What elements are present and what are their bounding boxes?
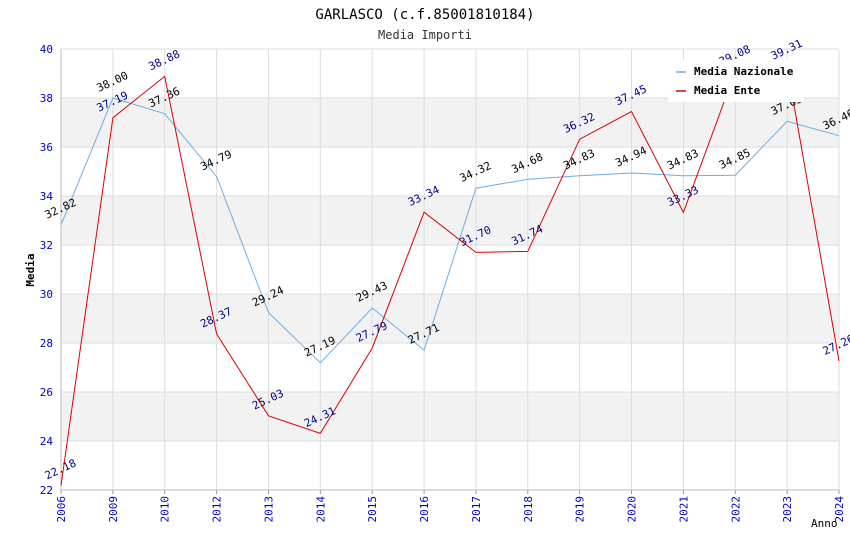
- x-tick-label: 2012: [211, 496, 224, 523]
- series-lines: [60, 65, 840, 486]
- x-tick-label: 2016: [418, 496, 431, 523]
- x-tick-label: 2023: [781, 496, 794, 523]
- grid-band: [61, 392, 839, 441]
- y-tick-label: 30: [40, 288, 53, 301]
- y-tick-label: 28: [40, 337, 53, 350]
- grid-band: [61, 98, 839, 147]
- x-tick-label: 2024: [833, 496, 846, 523]
- x-tick-label: 2015: [366, 496, 379, 523]
- x-tick-labels: 2006 2009 2010 2012 2013 2014 2015 2016 2017 2018…: [55, 496, 846, 523]
- background-bands: [61, 98, 839, 441]
- chart-title: GARLASCO (c.f.85001810184): [315, 7, 534, 23]
- legend: Media Nazionale Media Ente: [668, 60, 804, 102]
- y-tick-label: 40: [40, 43, 53, 56]
- x-tick-label: 2009: [107, 496, 120, 523]
- x-tick-label: 2014: [314, 496, 327, 523]
- y-tick-label: 34: [40, 190, 54, 203]
- y-tick-label: 38: [40, 92, 53, 105]
- x-tick-label: 2017: [470, 496, 483, 523]
- x-tick-label: 2022: [729, 496, 742, 523]
- x-tick-label: 2020: [626, 496, 639, 523]
- x-tick-label: 2018: [522, 496, 535, 523]
- legend-label-media-nazionale: Media Nazionale: [694, 65, 794, 78]
- series-line-media-ente: [60, 65, 840, 486]
- y-tick-labels: 22 24 26 28 30 32 34 36 38 40: [40, 43, 54, 497]
- gridlines: [60, 48, 840, 494]
- x-tick-label: 2013: [262, 496, 275, 523]
- x-axis-label: Anno: [811, 517, 838, 530]
- y-tick-label: 36: [40, 141, 53, 154]
- y-axis-label: Media: [24, 253, 37, 286]
- grid-band: [61, 196, 839, 245]
- x-tick-label: 2021: [677, 496, 690, 523]
- y-tick-label: 26: [40, 386, 53, 399]
- x-tick-label: 2019: [574, 496, 587, 523]
- grid-band: [61, 294, 839, 343]
- chart-subtitle: Media Importi: [378, 28, 472, 42]
- x-tick-label: 2010: [159, 496, 172, 523]
- legend-label-media-ente: Media Ente: [694, 84, 761, 97]
- x-tick-label: 2006: [55, 496, 68, 523]
- y-tick-label: 32: [40, 239, 53, 252]
- y-tick-label: 24: [40, 435, 54, 448]
- y-tick-label: 22: [40, 484, 53, 497]
- legend-box: [668, 60, 804, 102]
- series-line-media-nazionale: [60, 97, 840, 364]
